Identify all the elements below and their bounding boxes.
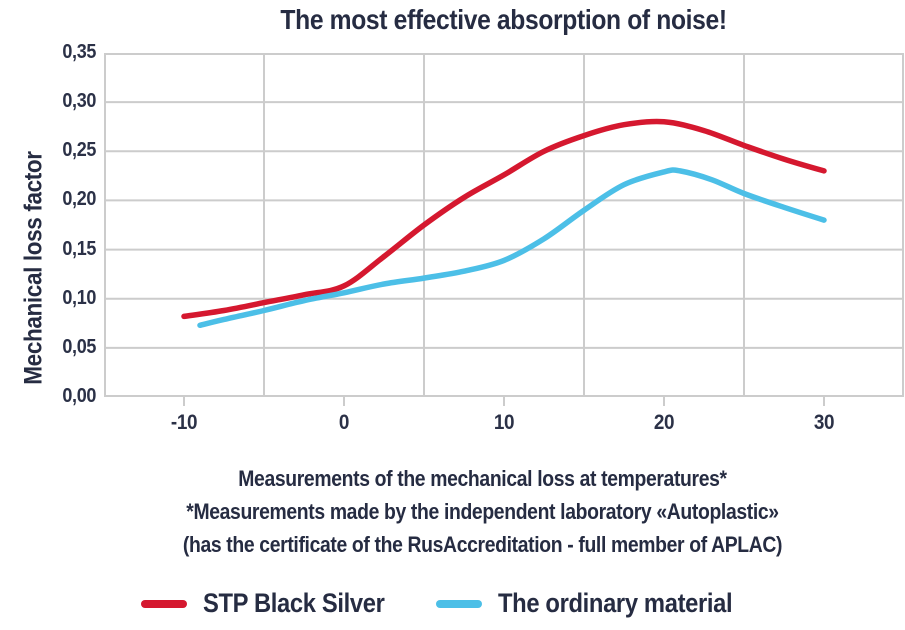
y-tick-label: 0,05 xyxy=(62,335,96,358)
chart-title: The most effective absorption of noise! xyxy=(104,4,904,36)
legend-swatch-blue-line xyxy=(435,599,482,608)
caption-line-2: *Measurements made by the independent la… xyxy=(186,499,779,524)
y-tick-label: 0,00 xyxy=(62,385,96,407)
legend-swatch-red-line xyxy=(141,599,188,608)
y-tick-label: 0,25 xyxy=(62,139,96,162)
x-tick-label: 30 xyxy=(813,411,835,434)
caption-line-1: Measurements of the mechanical loss at t… xyxy=(238,466,727,491)
legend-item-ordinary-material: The ordinary material xyxy=(435,588,764,619)
y-axis-tick-labels: 0,35 0,30 0,25 0,20 0,15 0,10 0,05 0,00 xyxy=(36,0,96,420)
caption-line-3: (has the certificate of the RusAccredita… xyxy=(182,532,783,557)
legend-label: STP Black Silver xyxy=(203,588,385,618)
y-tick-label: 0,15 xyxy=(62,237,96,260)
series-line-the-ordinary-material xyxy=(197,167,827,329)
legend-item-stp-black-silver: STP Black Silver xyxy=(141,588,409,619)
plot-svg xyxy=(104,53,904,406)
legend: STP Black Silver The ordinary material xyxy=(0,588,905,619)
series-line-stp-black-silver xyxy=(181,118,827,320)
plot-area xyxy=(104,53,904,406)
y-tick-label: 0,20 xyxy=(62,188,96,211)
y-tick-label: 0,30 xyxy=(62,90,96,113)
footer-captions: Measurements of the mechanical loss at t… xyxy=(60,462,905,561)
legend-label: The ordinary material xyxy=(497,588,733,618)
plot-border xyxy=(104,53,904,397)
x-tick-label: 0 xyxy=(338,411,350,434)
x-tick-label: 10 xyxy=(493,411,515,434)
chart-title-text: The most effective absorption of noise! xyxy=(280,4,728,35)
x-tick-label: 20 xyxy=(653,411,675,434)
y-tick-label: 0,35 xyxy=(62,41,96,63)
y-tick-label: 0,10 xyxy=(62,286,96,309)
x-tick-label: -10 xyxy=(170,411,198,434)
